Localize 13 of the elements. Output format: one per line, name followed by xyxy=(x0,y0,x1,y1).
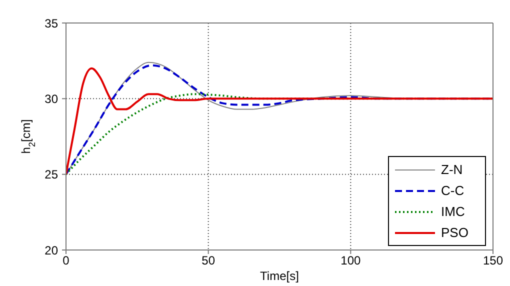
x-tick-label: 150 xyxy=(482,254,504,268)
x-axis-title: Time[s] xyxy=(260,269,299,283)
x-tick-label: 100 xyxy=(340,254,361,268)
x-tick-label: 0 xyxy=(62,254,70,268)
legend-label: C-C xyxy=(441,183,464,198)
y-tick-label: 20 xyxy=(44,243,58,258)
y-tick-label: 25 xyxy=(44,168,58,182)
legend-label: PSO xyxy=(441,225,468,240)
y-tick-label: 35 xyxy=(44,16,58,30)
x-tick-label: 50 xyxy=(202,254,216,268)
y-tick-label: 30 xyxy=(44,92,58,106)
legend-label: Z-N xyxy=(441,162,463,177)
legend-label: IMC xyxy=(441,204,465,219)
